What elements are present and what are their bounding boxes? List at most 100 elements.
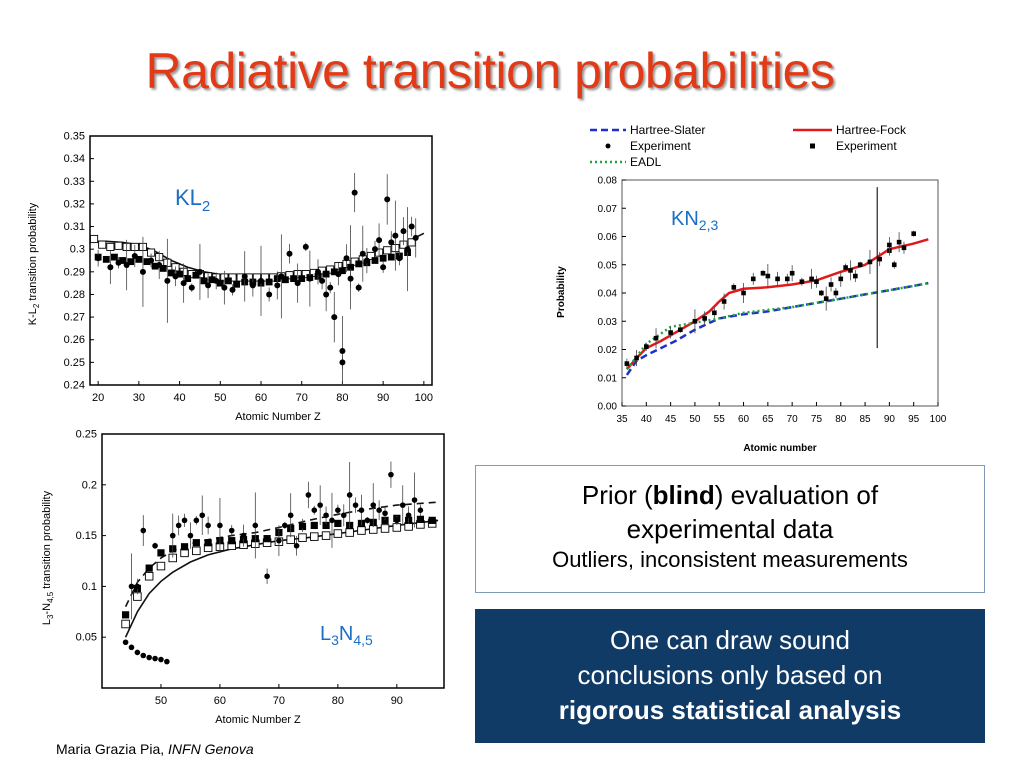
chart-kl2-label: KL2 <box>175 185 210 215</box>
data-point <box>188 284 195 291</box>
data-point <box>407 238 416 247</box>
chart-kn23-label: KN2,3 <box>671 208 718 233</box>
prior-line-3: Outliers, inconsistent measurements <box>552 547 908 572</box>
data-point <box>164 277 171 284</box>
data-point <box>351 189 358 196</box>
data-point <box>90 234 99 244</box>
data-point <box>702 316 707 321</box>
data-point <box>311 507 318 513</box>
data-point <box>319 277 326 284</box>
data-point <box>382 510 388 517</box>
y-tick-label: 0.32 <box>64 198 85 210</box>
x-tick-label: 20 <box>92 392 104 404</box>
data-point <box>265 278 273 286</box>
y-tick-label: 0.3 <box>70 244 85 256</box>
data-point <box>213 277 220 284</box>
chart-kn23-ylabel: Probability <box>556 266 567 318</box>
plot-frame <box>101 433 445 689</box>
data-point <box>833 290 839 296</box>
data-point <box>327 284 334 291</box>
x-tick-label: 35 <box>616 414 628 425</box>
data-point <box>624 361 630 366</box>
data-point <box>901 245 907 251</box>
data-point <box>298 533 307 542</box>
data-point <box>240 532 247 539</box>
data-point <box>404 246 411 253</box>
x-tick-label: 65 <box>762 414 774 425</box>
x-tick-label: 30 <box>133 392 145 404</box>
conclusion-line-2: conclusions only based on <box>577 660 883 690</box>
data-point <box>192 546 201 556</box>
data-point <box>187 532 194 539</box>
y-tick-label: 0.33 <box>64 176 85 188</box>
data-point <box>823 296 829 301</box>
data-point <box>634 355 639 361</box>
y-tick-label: 0.04 <box>598 289 618 300</box>
chart-kl2-ylabel: K-L2 transition probability <box>27 202 41 325</box>
data-point <box>229 286 236 293</box>
data-point <box>119 257 126 264</box>
conclusion-box: One can draw sound conclusions only base… <box>475 609 985 743</box>
x-tick-label: 50 <box>214 392 226 404</box>
data-point <box>249 282 256 289</box>
y-tick-label: 0.07 <box>598 204 618 215</box>
y-tick-label: 0.15 <box>76 530 97 542</box>
data-point <box>335 507 341 513</box>
data-point <box>263 535 271 543</box>
data-point <box>411 497 418 503</box>
series-line-hartree-slater <box>625 281 929 376</box>
x-tick-label: 90 <box>377 392 389 404</box>
legend-label-experiment-1: Experiment <box>630 139 691 153</box>
data-point <box>156 262 163 269</box>
data-point <box>225 277 232 285</box>
data-point <box>298 275 306 283</box>
data-point <box>114 241 123 250</box>
x-tick-label: 100 <box>930 414 947 425</box>
chart-kn23-xlabel: Atomic number <box>743 443 816 454</box>
data-point <box>848 268 853 273</box>
y-tick-label: 0.25 <box>64 357 85 369</box>
data-point <box>278 273 285 280</box>
data-point <box>345 528 354 537</box>
data-point <box>372 246 378 253</box>
legend-label-eadl: EADL <box>630 155 662 169</box>
data-point <box>388 471 394 478</box>
x-tick-label: 50 <box>689 414 701 425</box>
data-point <box>151 262 159 270</box>
data-point <box>180 543 189 551</box>
x-tick-label: 80 <box>332 695 344 707</box>
data-point <box>299 522 306 529</box>
data-point <box>379 254 387 262</box>
data-point <box>396 255 403 262</box>
chart-kl2: 20 30 40 50 60 70 80 90 100 0.24 0.25 0.26 0.27 0.28 0… <box>27 131 433 424</box>
data-point <box>814 279 819 284</box>
data-point <box>274 282 281 289</box>
data-point <box>731 285 737 290</box>
data-point <box>809 276 814 282</box>
footer-affiliation: INFN Genova <box>168 741 254 757</box>
data-point <box>221 284 228 291</box>
data-point <box>359 250 366 257</box>
data-point <box>139 268 146 275</box>
series-line-eadl <box>625 281 929 371</box>
x-tick-label: 70 <box>273 695 285 707</box>
data-point <box>891 262 897 268</box>
data-point <box>306 275 313 282</box>
chart-l3n45: 50 60 70 80 90 0.05 0.1 0.15 0.2 0.25 L3N4,5 Atom… <box>41 429 445 726</box>
data-point <box>281 522 288 529</box>
data-point <box>789 270 795 276</box>
chart-kl2-xlabel: Atomic Number Z <box>235 411 321 423</box>
data-point <box>131 252 138 259</box>
data-point <box>111 253 118 261</box>
x-tick-label: 70 <box>296 392 308 404</box>
prior-bold-word: blind <box>652 480 715 510</box>
data-point <box>819 290 824 296</box>
data-point <box>335 271 342 278</box>
data-point <box>305 492 312 498</box>
data-point <box>128 583 135 590</box>
data-point <box>228 537 236 545</box>
data-point <box>765 273 771 279</box>
y-tick-label: 0.03 <box>598 317 618 328</box>
y-tick-label: 0.25 <box>76 429 97 441</box>
data-point <box>400 228 407 235</box>
